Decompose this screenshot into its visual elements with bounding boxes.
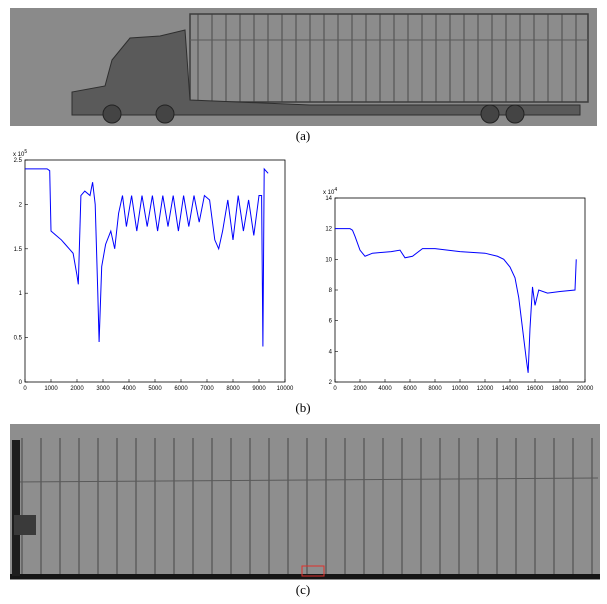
axis-multiplier: x 104 xyxy=(323,187,337,196)
x-tick-label: 12000 xyxy=(477,386,494,392)
y-tick-label: 6 xyxy=(329,319,333,325)
x-tick-label: 9000 xyxy=(252,386,266,392)
y-tick-label: 1 xyxy=(19,291,23,297)
y-tick-label: 4 xyxy=(329,349,333,355)
y-tick-label: 2 xyxy=(19,202,23,208)
y-tick-label: 2 xyxy=(329,380,333,386)
axis-multiplier: x 105 xyxy=(13,149,27,158)
x-tick-label: 0 xyxy=(333,386,337,392)
plot-frame xyxy=(24,159,286,383)
x-tick-label: 14000 xyxy=(502,386,519,392)
y-tick-label: 0 xyxy=(19,380,23,386)
x-tick-label: 10000 xyxy=(277,386,294,392)
x-tick-label: 7000 xyxy=(200,386,214,392)
xray-image-c xyxy=(10,424,600,580)
multiplier-exponent: 4 xyxy=(334,187,337,193)
y-tick-label: 10 xyxy=(325,257,332,263)
y-tick-label: 12 xyxy=(325,227,332,233)
x-tick-label: 4000 xyxy=(378,386,392,392)
data-line xyxy=(25,167,269,347)
caption: (b) xyxy=(295,400,310,415)
x-tick-label: 3000 xyxy=(96,386,110,392)
x-tick-label: 18000 xyxy=(552,386,569,392)
y-tick-label: 8 xyxy=(329,288,333,294)
x-tick-label: 6000 xyxy=(174,386,188,392)
x-tick-label: 20000 xyxy=(577,386,594,392)
plot-frame xyxy=(334,197,586,383)
line-chart: 0 1000 2000 3000 4000 5000 6000 7000 8000 9000 100… xyxy=(13,149,294,392)
caption: (a) xyxy=(296,128,310,143)
x-tick-label: 4000 xyxy=(122,386,136,392)
x-tick-label: 16000 xyxy=(527,386,544,392)
xray-image-a xyxy=(10,8,597,126)
multiplier-exponent: 5 xyxy=(24,149,27,155)
x-tick-label: 6000 xyxy=(403,386,417,392)
x-tick-label: 2000 xyxy=(70,386,84,392)
y-tick-label: 1.5 xyxy=(14,247,23,253)
x-tick-label: 0 xyxy=(23,386,27,392)
multiplier-base: x 10 xyxy=(323,190,335,196)
x-tick-label: 2000 xyxy=(353,386,367,392)
y-tick-label: 0.5 xyxy=(14,336,23,342)
line-chart: 0 2000 4000 6000 8000 10000 12000 14000 16000 180… xyxy=(323,187,594,392)
multiplier-base: x 10 xyxy=(13,152,25,158)
x-tick-label: 10000 xyxy=(452,386,469,392)
x-tick-label: 1000 xyxy=(44,386,58,392)
caption: (c) xyxy=(296,582,310,597)
data-line xyxy=(335,228,577,373)
x-tick-label: 5000 xyxy=(148,386,162,392)
x-tick-label: 8000 xyxy=(226,386,240,392)
x-tick-label: 8000 xyxy=(428,386,442,392)
y-tick-label: 2.5 xyxy=(14,158,23,164)
y-tick-label: 14 xyxy=(325,196,332,202)
